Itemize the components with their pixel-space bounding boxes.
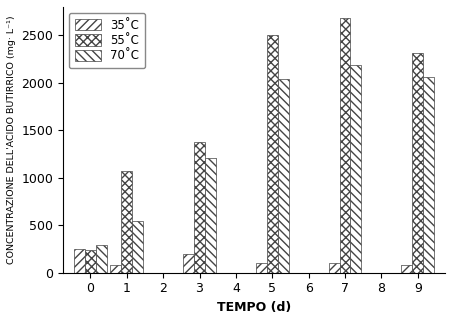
- Bar: [422, 77, 433, 273]
- Y-axis label: CONCENTRAZIONE DELL'ACIDO BUTIRRICO (mg· L⁻¹): CONCENTRAZIONE DELL'ACIDO BUTIRRICO (mg·…: [7, 15, 16, 264]
- Bar: [85, 250, 96, 273]
- Bar: [339, 18, 350, 273]
- Bar: [400, 265, 411, 273]
- Bar: [183, 254, 193, 273]
- Legend: 35˚C, 55˚C, 70˚C: 35˚C, 55˚C, 70˚C: [69, 13, 145, 68]
- Bar: [255, 263, 266, 273]
- Bar: [277, 79, 288, 273]
- Bar: [328, 263, 339, 273]
- Bar: [411, 54, 422, 273]
- X-axis label: TEMPO (d): TEMPO (d): [216, 301, 290, 314]
- Bar: [96, 245, 106, 273]
- Bar: [204, 158, 216, 273]
- Bar: [350, 65, 361, 273]
- Bar: [132, 221, 143, 273]
- Bar: [266, 35, 277, 273]
- Bar: [74, 249, 85, 273]
- Bar: [121, 171, 132, 273]
- Bar: [193, 142, 204, 273]
- Bar: [110, 265, 121, 273]
